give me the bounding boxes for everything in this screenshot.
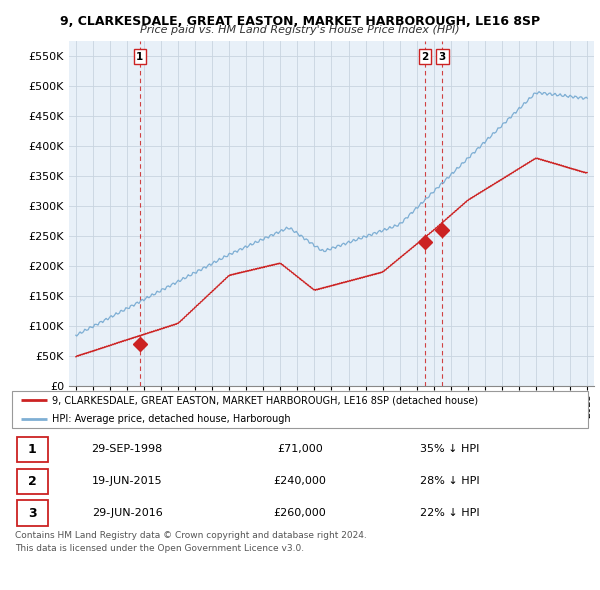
- Text: 1: 1: [28, 442, 37, 456]
- Bar: [17, 500, 48, 526]
- Text: 29-SEP-1998: 29-SEP-1998: [92, 444, 163, 454]
- Text: 19-JUN-2015: 19-JUN-2015: [92, 476, 163, 486]
- Text: 29-JUN-2016: 29-JUN-2016: [92, 508, 163, 518]
- Text: 2: 2: [422, 52, 429, 61]
- Bar: [17, 437, 48, 462]
- Text: This data is licensed under the Open Government Licence v3.0.: This data is licensed under the Open Gov…: [15, 544, 304, 553]
- Text: 3: 3: [28, 506, 37, 520]
- Text: £240,000: £240,000: [274, 476, 326, 486]
- Text: 9, CLARKESDALE, GREAT EASTON, MARKET HARBOROUGH, LE16 8SP: 9, CLARKESDALE, GREAT EASTON, MARKET HAR…: [60, 15, 540, 28]
- Text: 1: 1: [136, 52, 143, 61]
- Text: 3: 3: [439, 52, 446, 61]
- Text: 28% ↓ HPI: 28% ↓ HPI: [420, 476, 479, 486]
- Text: £260,000: £260,000: [274, 508, 326, 518]
- Bar: [17, 468, 48, 494]
- Text: Contains HM Land Registry data © Crown copyright and database right 2024.: Contains HM Land Registry data © Crown c…: [15, 531, 367, 540]
- Text: 9, CLARKESDALE, GREAT EASTON, MARKET HARBOROUGH, LE16 8SP (detached house): 9, CLARKESDALE, GREAT EASTON, MARKET HAR…: [52, 395, 478, 405]
- Text: 2: 2: [28, 474, 37, 488]
- Text: HPI: Average price, detached house, Harborough: HPI: Average price, detached house, Harb…: [52, 414, 291, 424]
- Text: £71,000: £71,000: [277, 444, 323, 454]
- Text: 35% ↓ HPI: 35% ↓ HPI: [420, 444, 479, 454]
- Text: 22% ↓ HPI: 22% ↓ HPI: [420, 508, 479, 518]
- Text: Price paid vs. HM Land Registry's House Price Index (HPI): Price paid vs. HM Land Registry's House …: [140, 25, 460, 35]
